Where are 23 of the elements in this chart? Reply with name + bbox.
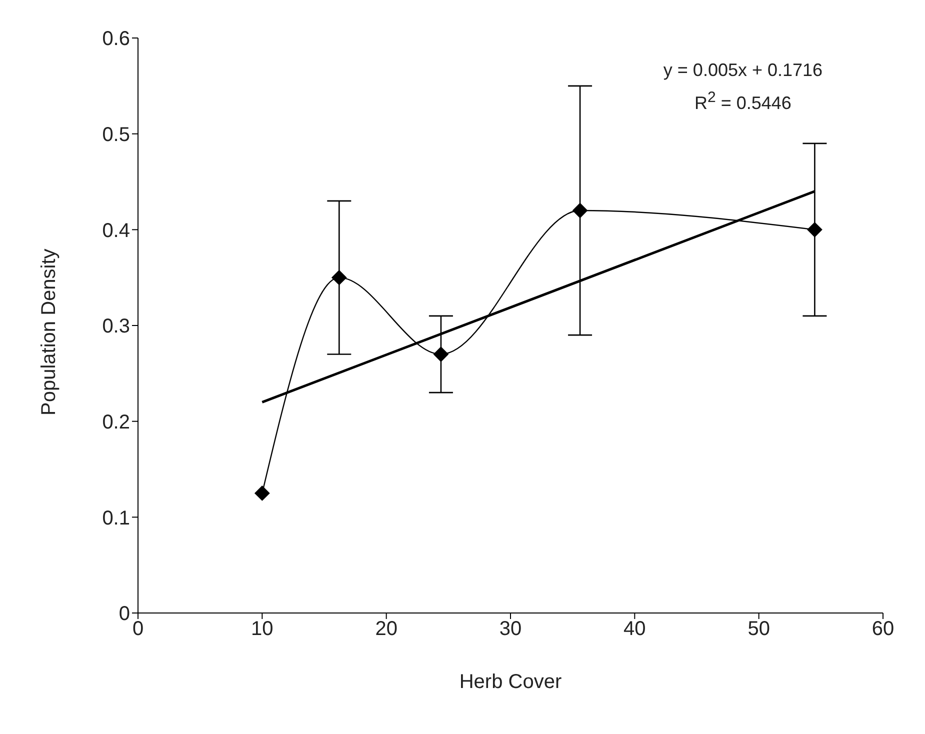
annotation: R$^{2}$ = 0.5446 (694, 88, 792, 115)
x-tick-label: 0 (132, 618, 144, 640)
x-tick-label: 20 (375, 618, 398, 640)
y-tick-label: 0.4 (102, 220, 130, 242)
point (254, 486, 270, 501)
y-tick-label: 0.6 (102, 28, 130, 50)
point (332, 270, 347, 286)
x-tick-label: 10 (251, 618, 274, 640)
y-tick-label: 0.3 (102, 316, 130, 338)
x-tick-label: 60 (872, 618, 894, 640)
annotation: y = 0.005x + 0.1716 (662, 59, 824, 82)
point (807, 222, 822, 238)
x-tick-label: 50 (748, 618, 770, 640)
x-tick-label: 40 (624, 618, 646, 640)
point (433, 346, 448, 362)
x-axis-title: Herb Cover (459, 671, 562, 693)
y-tick-label: 0 (118, 603, 130, 626)
point (572, 203, 588, 218)
y-tick-label: 0.1 (102, 507, 130, 530)
x-tick-label: 30 (499, 618, 522, 640)
y-tick-label: 0.5 (102, 124, 130, 146)
y-tick-label: 0.2 (102, 411, 130, 434)
y-axis-title: Population Density (38, 248, 60, 416)
